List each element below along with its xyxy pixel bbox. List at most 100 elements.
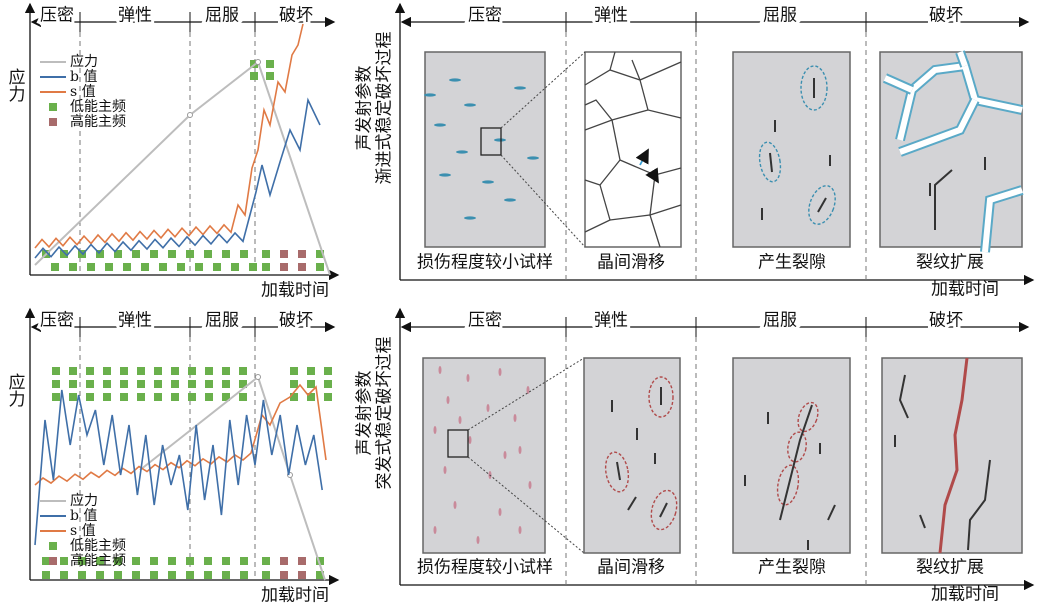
frequency-marker [177,263,185,271]
frequency-marker [262,557,270,565]
frequency-marker [42,557,50,565]
micro-crack [504,198,516,202]
b-curve [34,389,323,546]
frequency-marker [222,380,230,388]
crack [967,459,991,551]
y-axis-label: 声发射参数 [355,371,375,456]
frequency-marker [324,367,332,375]
legend-swatch [49,103,57,111]
frequency-marker [103,380,111,388]
crack-zone [758,141,782,183]
frequency-marker [69,367,77,375]
frequency-marker [69,380,77,388]
stage-caption: 裂纹扩展 [916,253,984,273]
frequency-marker [60,250,68,258]
micro-crack [424,93,436,97]
crack [934,169,953,230]
frequency-marker [204,571,212,579]
main-fracture [938,357,969,554]
x-axis-label: 加载时间 [931,585,999,605]
frequency-marker [204,250,212,258]
frequency-marker [168,571,176,579]
frequency-marker [154,393,162,401]
frequency-marker [205,380,213,388]
crack-zone [797,401,819,433]
frequency-marker [96,557,104,565]
frequency-marker [205,367,213,375]
micro-crack [476,536,480,544]
crack-zone [808,185,836,225]
frequency-marker [298,263,306,271]
crack [779,404,813,521]
frequency-marker [307,380,315,388]
frequency-marker [154,380,162,388]
specimen [583,357,681,554]
micro-crack [434,123,446,127]
frequency-marker [280,557,288,565]
micro-crack [438,366,442,374]
micro-crack [466,374,470,382]
y-axis-label: 声发射参数 [355,66,375,151]
frequency-marker [188,380,196,388]
frequency-marker [280,571,288,579]
frequency-marker [316,557,324,565]
micro-crack [503,451,507,459]
crack-zone [650,489,678,531]
frequency-marker [186,250,194,258]
frequency-marker [240,557,248,565]
fracture [897,62,1023,141]
micro-crack [443,466,447,474]
frequency-marker [324,393,332,401]
frequency-marker [150,571,158,579]
stage-label: 弹性 [118,311,152,331]
frequency-marker [324,380,332,388]
frequency-marker [222,571,230,579]
stage-label: 弹性 [118,6,152,26]
specimen [732,357,851,554]
frequency-marker [262,571,270,579]
legend-label: 低能主频 [70,99,126,115]
frequency-marker [240,250,248,258]
frequency-marker [137,380,145,388]
x-axis-label: 加载时间 [261,281,329,301]
crack [627,496,637,511]
frequency-marker [154,367,162,375]
frequency-marker [137,393,145,401]
stage-label: 屈服 [205,6,239,26]
frequency-marker [222,250,230,258]
frequency-marker [213,263,221,271]
grain-boundary [649,204,682,216]
crack [659,502,668,518]
frequency-marker [316,263,324,271]
frequency-marker [298,571,306,579]
stage-caption: 晶间滑移 [597,558,665,578]
stage-label: 破坏 [929,6,963,26]
stress-point [255,59,261,65]
stage-label: 屈服 [205,311,239,331]
frequency-marker [316,250,324,258]
stress-point [255,374,261,380]
frequency-marker [103,367,111,375]
legend-label: s 值 [70,523,96,539]
frequency-marker [86,393,94,401]
frequency-marker [280,263,288,271]
frequency-marker [86,380,94,388]
y-axis-label: 突发式稳定破坏过程 [375,337,395,490]
grain-boundary [584,61,682,86]
micro-crack [518,446,522,454]
legend-label: 高能主频 [70,552,126,569]
grain-boundary [584,119,621,186]
micro-crack [526,386,530,394]
micro-crack [464,216,476,220]
frequency-marker [307,393,315,401]
frequency-marker [298,557,306,565]
legend-label: b 值 [70,508,97,524]
frequency-marker [222,557,230,565]
micro-crack [456,150,468,154]
frequency-marker [262,263,270,271]
frequency-marker [120,393,128,401]
frequency-marker [132,250,140,258]
frequency-marker [239,380,247,388]
frequency-marker [52,393,60,401]
frequency-marker [262,250,270,258]
